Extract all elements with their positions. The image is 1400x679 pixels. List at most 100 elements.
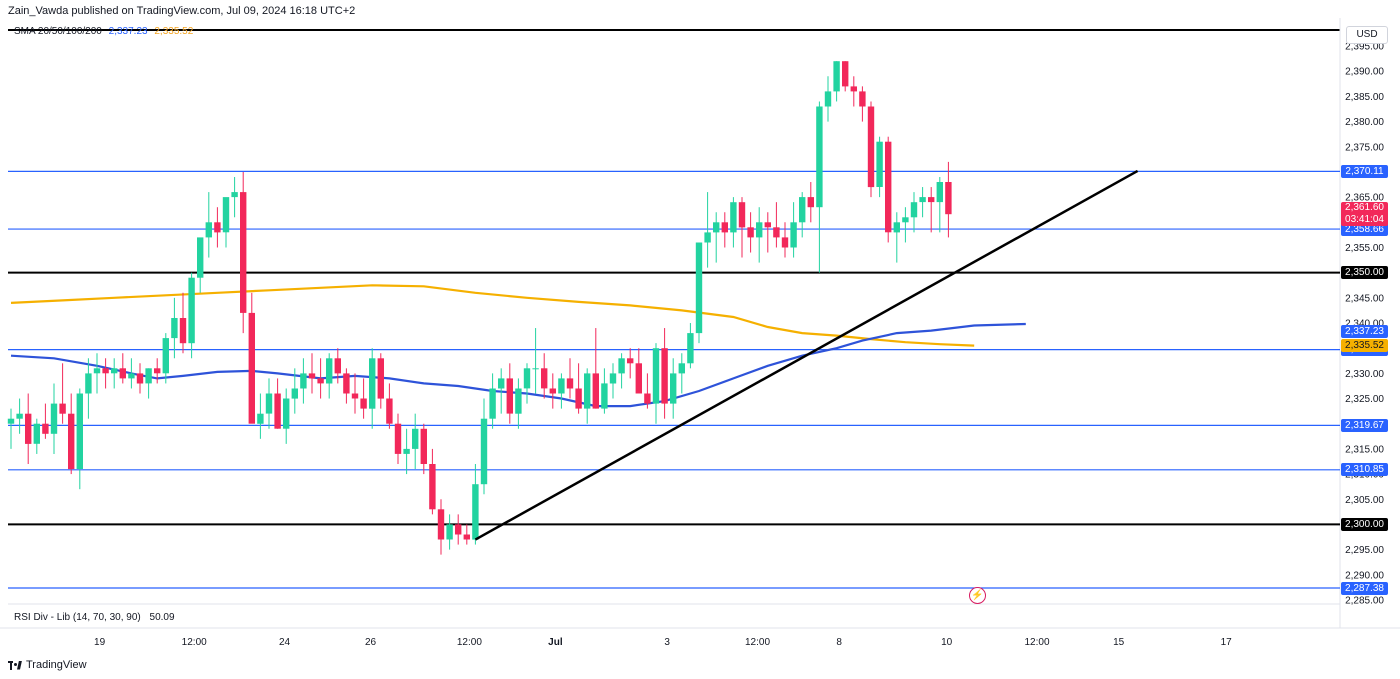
candle-body-33: [292, 389, 298, 399]
sma-legend[interactable]: SMA 20/50/100/200 2,337.23 2,335.52: [14, 26, 193, 37]
candle-body-19: [171, 318, 177, 338]
x-tick-label: 12:00: [1024, 637, 1049, 648]
candle-body-37: [326, 358, 332, 383]
y-tick-label: 2,375.00: [1345, 142, 1384, 153]
candle-body-36: [317, 378, 323, 383]
candle-body-67: [584, 373, 590, 408]
candle-body-45: [395, 424, 401, 454]
candle-body-97: [842, 61, 848, 86]
candle-body-50: [438, 509, 444, 539]
candle-body-3: [34, 424, 40, 444]
candle-body-9: [85, 373, 91, 393]
candle-body-31: [274, 394, 280, 429]
x-tick-label: 19: [94, 637, 106, 648]
candle-body-15: [137, 373, 143, 383]
candle-body-23: [206, 222, 212, 237]
candle-body-18: [163, 338, 169, 373]
candle-body-103: [894, 222, 900, 232]
candle-body-81: [704, 232, 710, 242]
trendline: [475, 171, 1137, 540]
candle-body-90: [782, 237, 788, 247]
rsi-legend[interactable]: RSI Div - Lib (14, 70, 30, 90) 50.09: [14, 612, 175, 623]
candle-body-32: [283, 399, 289, 429]
tradingview-logo-icon: [8, 661, 22, 670]
candle-body-64: [558, 378, 564, 393]
candle-body-88: [765, 222, 771, 227]
candle-body-24: [214, 222, 220, 232]
candle-body-56: [489, 389, 495, 419]
candle-body-5: [51, 404, 57, 434]
candle-body-105: [911, 202, 917, 217]
candle-body-93: [808, 197, 814, 207]
candle-body-75: [653, 348, 659, 403]
candle-body-7: [68, 414, 74, 469]
candle-body-35: [309, 373, 315, 378]
candle-body-77: [670, 373, 676, 403]
rsi-label: RSI Div - Lib (14, 70, 30, 90): [14, 612, 141, 623]
candle-body-92: [799, 197, 805, 222]
y-tick-label: 2,315.00: [1345, 444, 1384, 455]
candle-body-96: [833, 61, 839, 91]
publisher-header: Zain_Vawda published on TradingView.com,…: [8, 5, 355, 17]
x-tick-label: 3: [664, 637, 670, 648]
price-label-level: 2,370.11: [1341, 165, 1388, 178]
y-tick-label: 2,390.00: [1345, 67, 1384, 78]
candle-body-104: [902, 217, 908, 222]
candle-body-54: [472, 484, 478, 539]
candle-body-29: [257, 414, 263, 424]
sma-value-2: 2,335.52: [154, 26, 193, 37]
candle-body-83: [722, 222, 728, 232]
flash-icon[interactable]: ⚡: [969, 587, 986, 604]
candle-body-79: [687, 333, 693, 363]
price-label-major: 2,300.00: [1341, 518, 1388, 531]
candle-body-11: [102, 368, 108, 373]
y-tick-label: 2,290.00: [1345, 570, 1384, 581]
y-tick-label: 2,330.00: [1345, 369, 1384, 380]
candle-body-1: [16, 414, 22, 419]
candle-body-20: [180, 318, 186, 343]
candle-body-60: [524, 368, 530, 388]
candle-body-17: [154, 368, 160, 373]
candle-body-62: [541, 368, 547, 388]
price-label-level: 2,319.67: [1341, 419, 1388, 432]
x-tick-label: 12:00: [457, 637, 482, 648]
candle-body-27: [240, 192, 246, 313]
y-tick-label: 2,380.00: [1345, 117, 1384, 128]
y-tick-label: 2,385.00: [1345, 92, 1384, 103]
candle-body-101: [876, 142, 882, 187]
x-tick-label: 24: [279, 637, 291, 648]
candle-body-78: [679, 363, 685, 373]
candle-body-66: [575, 389, 581, 409]
candle-body-25: [223, 197, 229, 232]
candle-body-74: [644, 394, 650, 404]
candle-body-57: [498, 378, 504, 388]
rsi-value: 50.09: [150, 612, 175, 623]
tradingview-logo-text: TradingView: [26, 659, 87, 671]
y-tick-label: 2,285.00: [1345, 596, 1384, 607]
candle-body-43: [378, 358, 384, 398]
candle-body-80: [696, 243, 702, 334]
tradingview-logo[interactable]: TradingView: [8, 659, 87, 671]
candle-body-98: [851, 86, 857, 91]
candle-body-34: [300, 373, 306, 388]
candle-body-40: [352, 394, 358, 399]
candle-body-30: [266, 394, 272, 414]
candle-body-82: [713, 222, 719, 232]
candle-body-89: [773, 227, 779, 237]
candle-body-72: [627, 358, 633, 363]
candle-body-52: [455, 524, 461, 534]
candle-body-73: [636, 363, 642, 393]
candle-body-6: [59, 404, 65, 414]
currency-selector[interactable]: USD: [1346, 26, 1388, 44]
price-label-major: 2,350.00: [1341, 266, 1388, 279]
sma-label: SMA 20/50/100/200: [14, 26, 102, 37]
candle-body-71: [618, 358, 624, 373]
candle-body-39: [343, 373, 349, 393]
sma-slow-line: [11, 285, 974, 345]
candle-body-48: [421, 429, 427, 464]
candle-body-51: [446, 524, 452, 539]
candle-body-28: [249, 313, 255, 424]
x-tick-label: 12:00: [745, 637, 770, 648]
candle-body-41: [360, 399, 366, 409]
